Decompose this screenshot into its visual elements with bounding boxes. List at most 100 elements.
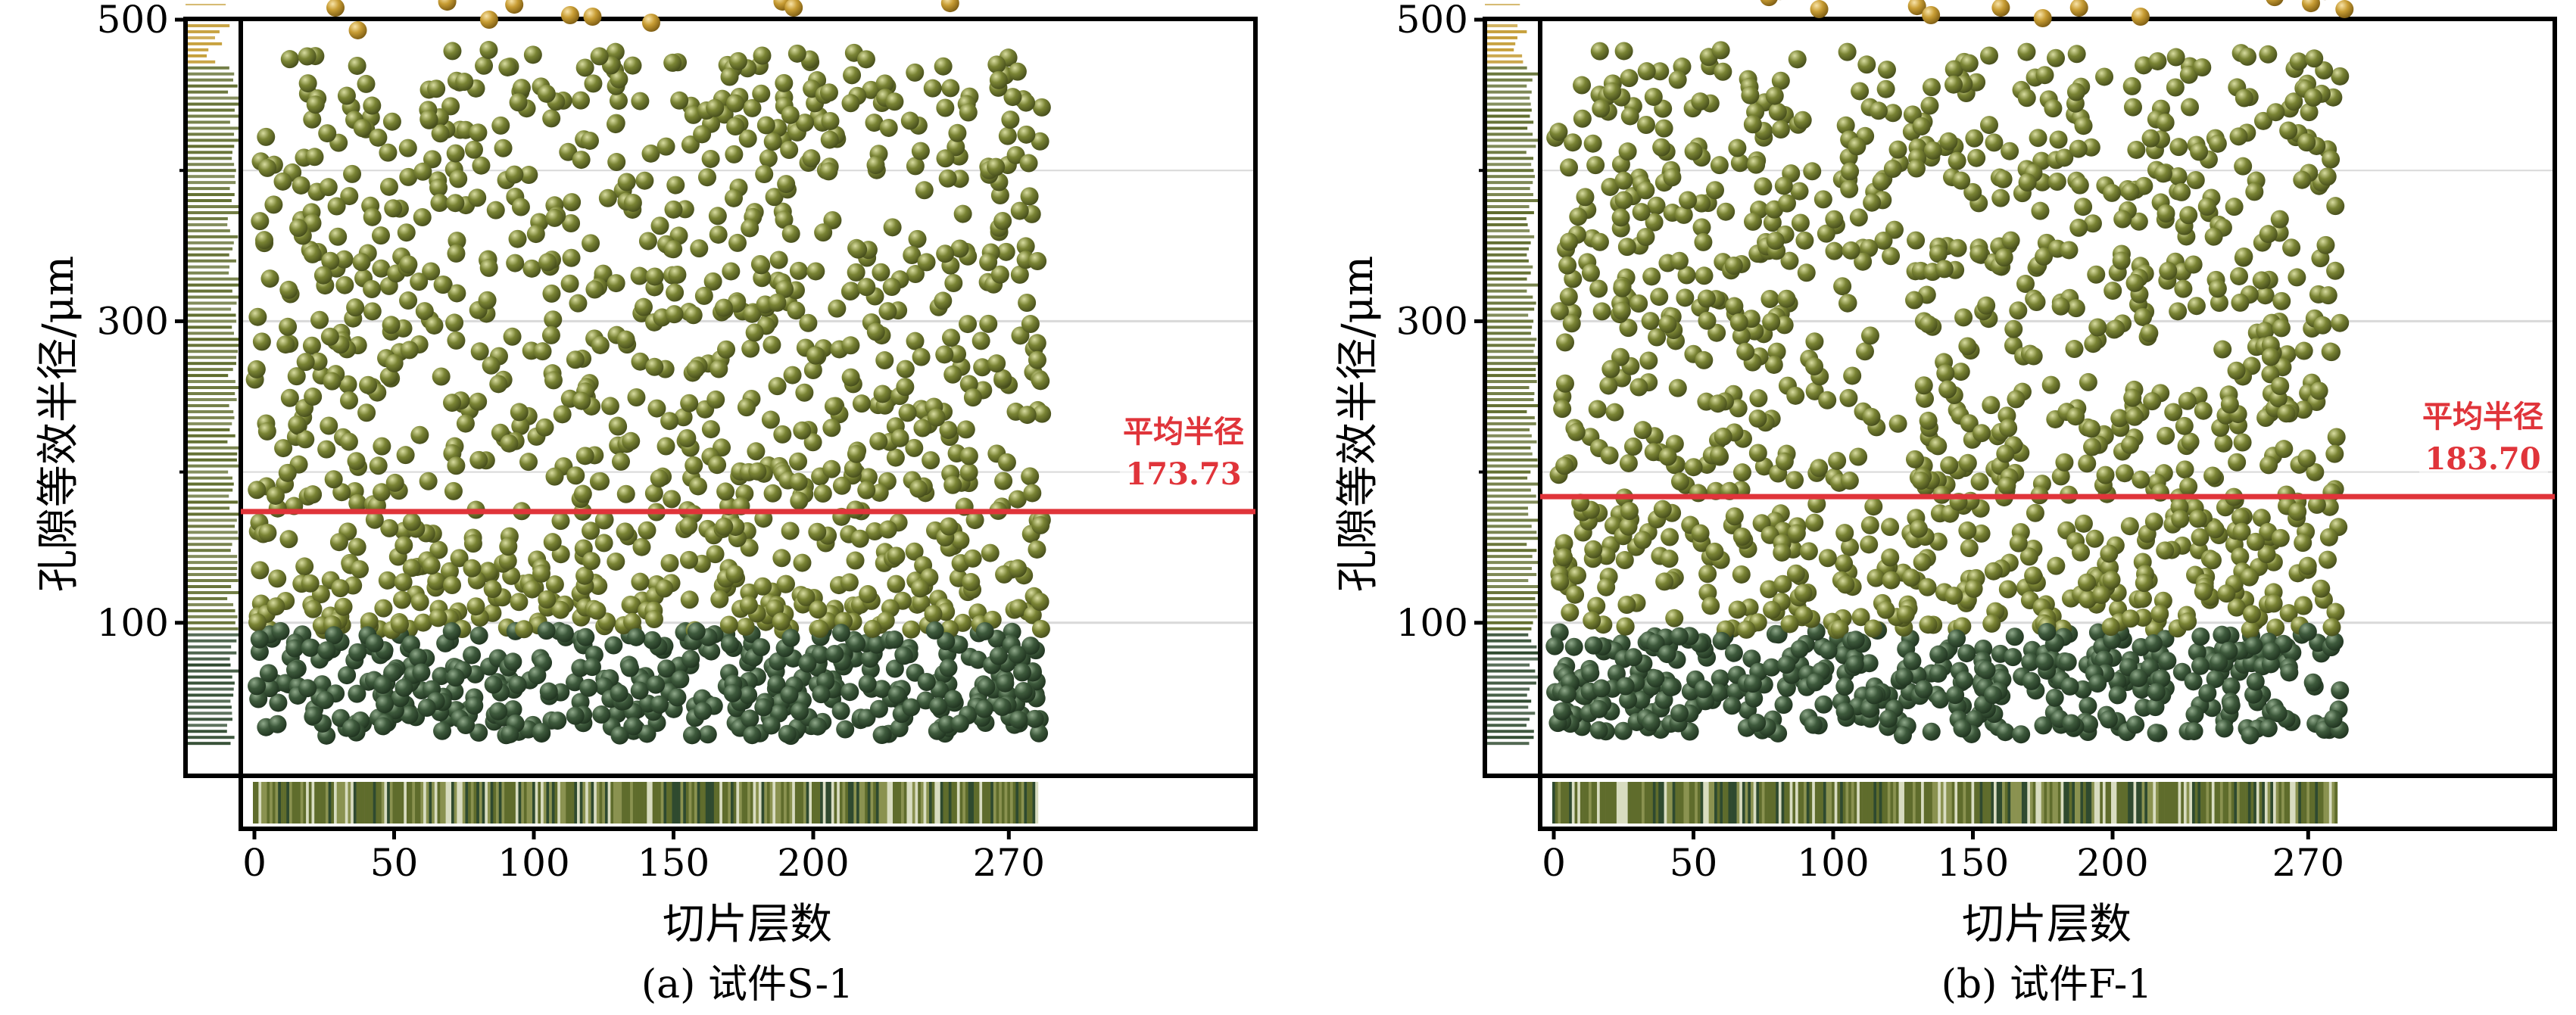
- pore-point: [250, 630, 269, 649]
- pore-point: [1773, 543, 1792, 562]
- y-strip-bar: [186, 265, 230, 269]
- pore-point: [494, 139, 513, 157]
- pore-point: [915, 181, 934, 200]
- x-strip-bar: [1736, 782, 1740, 824]
- pore-point: [754, 698, 773, 717]
- x-strip-bar: [867, 782, 871, 824]
- y-strip-bar: [186, 699, 231, 703]
- pore-point: [769, 652, 787, 671]
- pore-point: [1558, 685, 1576, 704]
- pore-point: [1619, 517, 1638, 536]
- x-strip-bar: [387, 782, 391, 824]
- y-strip-bar: [186, 537, 239, 540]
- pore-point: [1633, 421, 1652, 440]
- pore-point: [1788, 50, 1807, 69]
- pore-point: [943, 365, 962, 384]
- y-tick-label: 100: [1396, 601, 1468, 645]
- pore-point: [2297, 133, 2316, 152]
- x-strip-bar: [1695, 782, 1698, 824]
- pore-point: [537, 621, 556, 640]
- pore-point: [1948, 238, 1967, 257]
- pore-point: [791, 702, 809, 721]
- pore-point: [783, 366, 802, 385]
- pore-point: [728, 233, 747, 252]
- pore-point: [923, 79, 942, 98]
- x-strip-bar: [261, 782, 265, 824]
- pore-point: [2230, 266, 2249, 285]
- pore-point: [327, 197, 346, 216]
- y-strip-bar: [1485, 531, 1537, 534]
- pore-point: [670, 91, 689, 110]
- pore-point: [604, 636, 623, 655]
- pore-point: [1581, 664, 1600, 683]
- y-strip-bar: [186, 283, 241, 287]
- y-strip-bg: [186, 19, 241, 776]
- x-strip-bar: [298, 782, 301, 824]
- y-strip-bar: [186, 512, 241, 516]
- pore-point: [1616, 617, 1635, 636]
- pore-point: [1743, 115, 1762, 134]
- pore-point: [2079, 696, 2097, 715]
- pore-point: [545, 467, 564, 486]
- pore-point: [303, 213, 322, 232]
- pore-point: [1674, 205, 1693, 224]
- pore-point: [600, 397, 619, 416]
- pore-point: [857, 481, 876, 500]
- y-strip-bar: [1485, 48, 1514, 51]
- pore-point: [1653, 500, 1672, 518]
- pore-point: [2019, 547, 2038, 566]
- pore-point: [866, 156, 885, 175]
- pore-point: [590, 47, 609, 66]
- pore-point: [1655, 572, 1674, 591]
- pore-point: [2280, 663, 2299, 682]
- pore-point: [1601, 360, 1620, 378]
- x-strip-bar: [831, 782, 834, 824]
- x-strip-bar: [423, 782, 427, 824]
- pore-point: [1979, 116, 1998, 135]
- pore-point: [1619, 690, 1638, 709]
- pore-point: [1564, 269, 1583, 288]
- pore-point: [2121, 182, 2140, 201]
- pore-point: [1008, 490, 1027, 509]
- x-strip-bar: [800, 782, 804, 824]
- y-strip-bar: [186, 736, 235, 739]
- x-tick-label: 150: [638, 841, 709, 885]
- pore-point: [1614, 721, 1633, 740]
- pore-point: [725, 565, 744, 584]
- pore-point: [2069, 139, 2088, 158]
- pore-point: [503, 327, 522, 346]
- x-strip-bar: [1837, 782, 1841, 824]
- pore-point: [324, 626, 343, 645]
- pore-point: [1023, 606, 1042, 624]
- pore-point: [1660, 550, 1679, 568]
- pore-point: [763, 335, 781, 354]
- pore-point: [1749, 389, 1768, 408]
- pore-point: [512, 79, 531, 98]
- pore-point: [1021, 315, 1040, 334]
- x-strip-bar: [909, 782, 913, 824]
- pore-point: [1996, 723, 2015, 742]
- pore-point: [2113, 210, 2132, 229]
- pore-point: [875, 74, 894, 93]
- pore-point: [858, 674, 877, 693]
- pore-point: [1996, 444, 2015, 463]
- pore-point: [447, 331, 466, 350]
- pore-point: [789, 452, 808, 471]
- pore-point: [1944, 60, 1963, 79]
- pore-point: [2331, 313, 2350, 332]
- y-strip-bar: [186, 494, 229, 498]
- y-strip-bar: [186, 711, 232, 715]
- pore-point: [422, 262, 441, 281]
- pore-point: [998, 126, 1017, 145]
- pore-point: [2231, 508, 2250, 527]
- x-strip-bar: [384, 782, 388, 824]
- x-strip-bar: [635, 782, 639, 824]
- y-strip-bar: [1485, 338, 1537, 341]
- pore-point: [2235, 247, 2253, 266]
- x-strip-bar: [454, 782, 457, 824]
- pore-point: [772, 549, 791, 568]
- pore-point: [644, 484, 663, 503]
- pore-point: [775, 279, 794, 298]
- pore-point: [906, 157, 925, 176]
- pore-point: [372, 483, 391, 502]
